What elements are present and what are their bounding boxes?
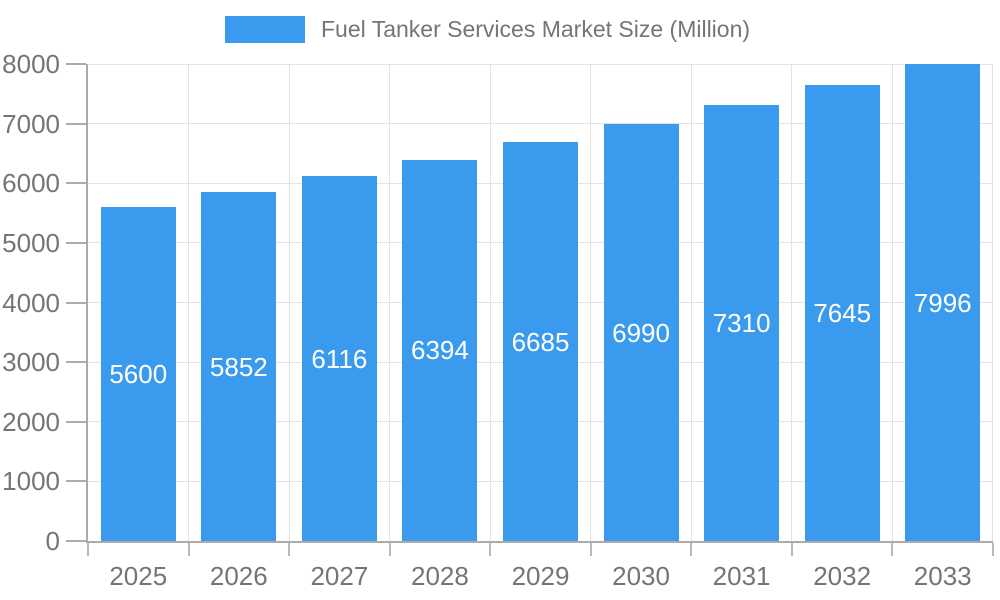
x-axis-tick	[288, 543, 291, 556]
x-axis-tick	[690, 543, 693, 556]
x-axis-tick	[388, 543, 391, 556]
bar-value-label: 6685	[511, 326, 570, 357]
legend-label: Fuel Tanker Services Market Size (Millio…	[321, 16, 751, 42]
y-axis-label: 7000	[2, 108, 60, 139]
x-gridline	[590, 64, 592, 541]
x-axis-tick	[891, 543, 894, 556]
x-axis-tick	[187, 543, 190, 556]
y-gridline	[88, 63, 993, 65]
bar-value-label: 6394	[411, 335, 469, 366]
bar-value-label: 7310	[712, 308, 771, 339]
bar[interactable]: 7996	[905, 64, 981, 541]
bar-value-label: 7645	[813, 298, 872, 329]
bar-value-label: 6116	[311, 343, 368, 374]
x-axis-tick	[87, 543, 89, 556]
y-gridline	[88, 123, 993, 125]
x-gridline	[791, 64, 793, 541]
y-axis-tick	[66, 182, 86, 185]
x-axis-label: 2026	[209, 561, 268, 591]
y-axis-label: 3000	[2, 347, 60, 378]
x-gridline	[288, 64, 290, 541]
x-axis-tick	[790, 543, 793, 556]
x-axis-label: 2033	[913, 561, 972, 591]
bar-value-label: 6990	[612, 317, 670, 348]
x-axis-tick	[992, 543, 994, 556]
x-axis-label: 2025	[109, 561, 168, 591]
x-axis-label: 2031	[712, 561, 771, 591]
x-axis-tick	[489, 543, 492, 556]
bar[interactable]: 6685	[503, 142, 578, 541]
y-axis-tick	[66, 241, 86, 244]
bar-value-label: 5852	[209, 351, 268, 382]
bar[interactable]: 7645	[804, 85, 880, 541]
plot-area: 0 1000 2000 3000 4000 5000 6000 7000 8000 5600 202…	[2, 50, 994, 591]
bar[interactable]: 6394	[402, 159, 478, 541]
y-axis-tick	[66, 301, 86, 304]
x-axis-label: 2027	[310, 561, 369, 591]
x-axis-label: 2029	[511, 561, 570, 591]
bar-value-label: 7996	[913, 287, 972, 318]
x-axis-label: 2032	[813, 561, 872, 591]
x-gridline	[489, 64, 491, 541]
x-gridline	[891, 64, 893, 541]
x-gridline	[991, 64, 993, 541]
legend[interactable]: Fuel Tanker Services Market Size (Millio…	[225, 16, 750, 43]
y-axis-label: 4000	[2, 287, 60, 318]
bar[interactable]: 5852	[201, 192, 277, 541]
y-axis-label: 6000	[2, 168, 60, 199]
x-axis-tick	[589, 543, 592, 556]
bar[interactable]: 7310	[704, 105, 780, 541]
y-axis-tick	[66, 122, 86, 125]
y-axis-tick	[66, 361, 86, 364]
x-gridline	[690, 64, 692, 541]
y-axis-tick	[66, 480, 86, 483]
y-axis-label: 2000	[2, 406, 60, 437]
y-axis-label: 5000	[2, 227, 60, 258]
y-axis-tick	[66, 63, 86, 65]
y-axis-label: 1000	[2, 466, 60, 497]
y-axis-tick	[66, 540, 86, 542]
y-axis-label: 8000	[2, 49, 60, 79]
x-axis-label: 2028	[411, 561, 469, 591]
bar[interactable]: 6116	[301, 176, 377, 541]
y-axis-tick	[66, 420, 86, 423]
bar[interactable]: 6990	[603, 124, 679, 541]
x-gridline	[188, 64, 190, 541]
x-axis-label: 2030	[612, 561, 670, 591]
legend-swatch	[225, 16, 305, 43]
bar[interactable]: 5600	[100, 207, 176, 541]
bar-value-label: 5600	[109, 359, 168, 390]
x-gridline	[389, 64, 391, 541]
y-axis-label: 0	[45, 526, 60, 556]
